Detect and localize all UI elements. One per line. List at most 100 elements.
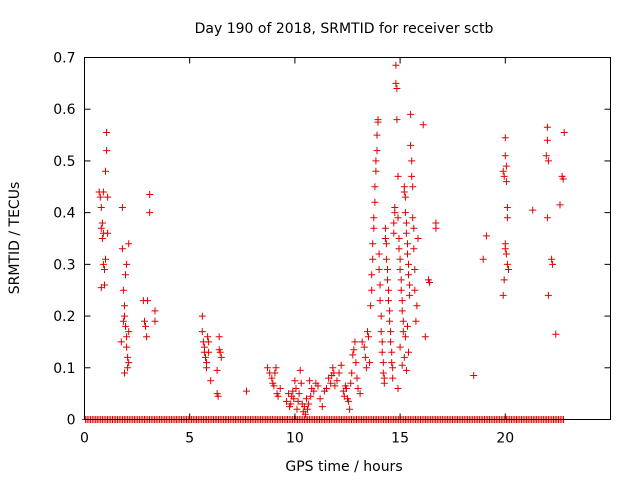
data-point (501, 240, 509, 248)
data-point (399, 317, 407, 325)
data-point (276, 385, 284, 392)
data-point (146, 191, 154, 198)
data-point (97, 224, 105, 232)
data-point (407, 110, 415, 118)
data-point (141, 317, 148, 325)
data-point (122, 271, 129, 279)
data-point (394, 172, 402, 180)
data-point (329, 364, 337, 372)
data-point (151, 307, 159, 315)
data-point (290, 395, 298, 403)
data-point (419, 121, 427, 129)
data-point (323, 385, 330, 392)
data-point (207, 377, 215, 385)
data-point (501, 152, 509, 160)
data-point (331, 382, 339, 390)
data-point (294, 397, 302, 405)
data-point (499, 291, 507, 299)
data-point (119, 317, 127, 325)
data-point (318, 403, 326, 411)
data-point (369, 255, 377, 263)
data-point (376, 297, 384, 305)
data-point (386, 307, 394, 315)
data-point (387, 328, 395, 336)
data-point (411, 266, 419, 273)
data-point (396, 343, 404, 351)
data-point (373, 131, 381, 139)
data-point (556, 201, 564, 209)
data-point (283, 397, 290, 405)
data-point (202, 353, 209, 361)
data-point (503, 214, 511, 222)
data-point (393, 85, 401, 92)
data-point (358, 338, 366, 346)
data-point (400, 353, 408, 361)
data-point (384, 276, 391, 284)
data-point (365, 333, 372, 341)
data-point (337, 361, 345, 369)
data-point (500, 276, 508, 284)
data-point (408, 172, 416, 180)
data-point (287, 400, 295, 408)
data-point (119, 286, 127, 294)
data-point (381, 235, 389, 242)
y-tick-label: 0.6 (53, 102, 75, 118)
data-point (401, 193, 409, 201)
data-point (375, 266, 383, 273)
x-tick-label: 20 (496, 431, 514, 447)
data-point (408, 157, 416, 165)
data-point (404, 322, 411, 330)
data-point (123, 260, 131, 268)
data-point (103, 129, 111, 136)
data-point (368, 286, 376, 294)
data-point (543, 214, 551, 222)
data-point (479, 255, 487, 263)
data-point (123, 343, 131, 351)
data-point (411, 286, 419, 294)
data-point (144, 297, 152, 305)
data-point (98, 235, 106, 242)
data-point (560, 129, 568, 136)
data-point (333, 377, 341, 385)
data-point (386, 317, 394, 325)
data-point (368, 271, 376, 279)
data-point (316, 395, 324, 403)
y-tick-label: 0.5 (53, 154, 75, 170)
data-point (502, 250, 510, 258)
data-point (426, 279, 434, 286)
plot-frame (84, 57, 611, 420)
data-point (387, 338, 395, 346)
data-point (198, 328, 206, 336)
data-point (123, 333, 131, 341)
data-point (117, 338, 125, 346)
data-point (500, 172, 508, 180)
data-point (348, 369, 356, 377)
data-point (362, 364, 370, 372)
data-point (306, 377, 314, 385)
data-point (352, 359, 360, 367)
data-point (146, 209, 154, 217)
data-point (503, 260, 511, 268)
data-point (404, 250, 411, 258)
y-tick-label: 0.7 (53, 51, 75, 67)
axis-layer: 0 0.1 0.2 0.3 0.4 0.5 0.6 0.7 0 5 10 15 20 (53, 51, 611, 447)
data-point (125, 240, 133, 248)
data-point (376, 281, 384, 289)
data-point (99, 260, 107, 268)
data-point (274, 392, 282, 400)
data-point (143, 333, 151, 341)
data-point (501, 134, 509, 142)
y-axis-title: SRMTID / TECUs (7, 182, 23, 295)
data-point (304, 405, 311, 413)
data-point (543, 136, 551, 144)
data-point (125, 359, 133, 367)
data-point (549, 260, 557, 268)
data-point (370, 224, 378, 232)
data-point (385, 286, 392, 294)
data-point (205, 348, 213, 356)
data-point (99, 188, 107, 196)
y-tick-label: 0.3 (53, 257, 75, 273)
data-point (382, 240, 390, 248)
data-point (98, 219, 106, 227)
